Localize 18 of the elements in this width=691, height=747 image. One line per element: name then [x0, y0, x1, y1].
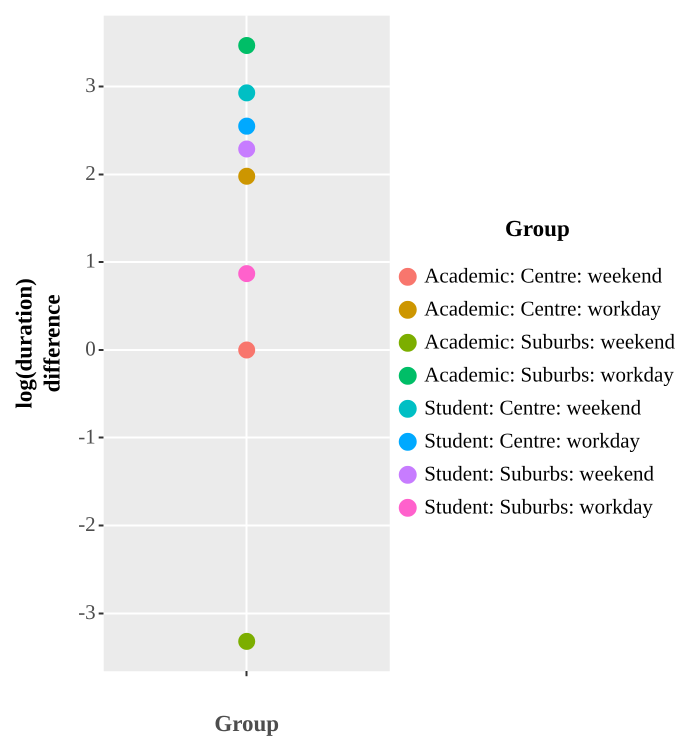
- y-tick-label: 3: [85, 73, 96, 98]
- y-tick-label: -2: [78, 512, 96, 536]
- legend-label: Student: Centre: workday: [424, 428, 641, 452]
- legend-label: Student: Centre: weekend: [424, 395, 642, 420]
- legend-label: Student: Suburbs: weekend: [424, 461, 655, 486]
- y-tick-label: -1: [78, 424, 96, 448]
- legend-label: Academic: Suburbs: workday: [424, 362, 674, 386]
- legend-label: Academic: Centre: weekend: [424, 263, 663, 288]
- x-axis-title: Group: [214, 711, 280, 736]
- legend-label: Student: Suburbs: workday: [424, 494, 654, 518]
- y-axis-title: log(duration) difference: [12, 278, 64, 409]
- y-tick-label: 1: [85, 248, 96, 273]
- legend-label: Academic: Centre: workday: [424, 296, 662, 320]
- legend-title: Group: [504, 216, 570, 242]
- y-tick-label: -3: [78, 600, 96, 624]
- y-tick-label: 0: [85, 336, 96, 360]
- legend-label: Academic: Suburbs: weekend: [424, 329, 676, 354]
- y-tick-label: 2: [85, 160, 96, 185]
